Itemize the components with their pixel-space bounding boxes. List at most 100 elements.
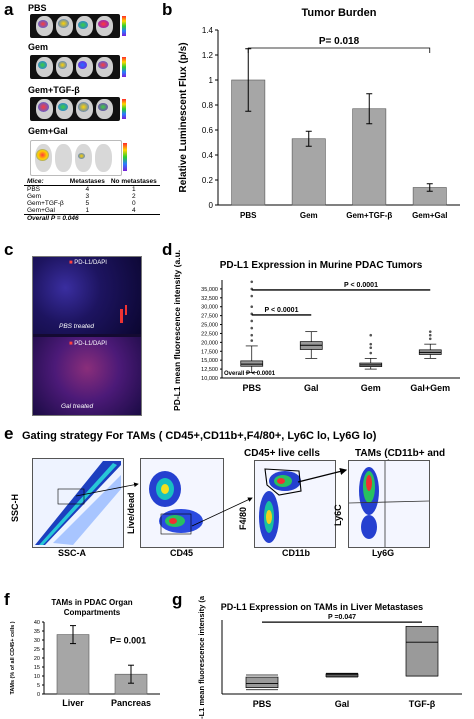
table-header-mice: Mice: — [27, 178, 44, 185]
panel-label-g: g — [172, 590, 183, 609]
group-label-gem-gal: Gem+Gal — [28, 126, 68, 136]
chart-title: PD-L1 Expression in Murine PDAC Tumors — [220, 260, 423, 271]
x-tick-label: Gem+TGF-β — [346, 211, 392, 220]
axis-x-cd11b: CD11b — [282, 548, 311, 558]
legend-pdl1-dapi-bottom: ■ PD-L1/DAPI — [69, 341, 107, 347]
y-tick-label: 10,000 — [201, 376, 218, 382]
outlier-point — [250, 305, 254, 309]
p-value: P= 0.018 — [319, 36, 360, 47]
y-tick-label: 25 — [34, 647, 40, 653]
flow-plot-ly6g-density — [348, 461, 430, 547]
x-tick-label: TGF-β — [409, 699, 436, 709]
table-cell: 0 — [131, 200, 136, 207]
label-pbs-treated: PBS treated — [59, 323, 95, 330]
x-tick-label: Gal — [335, 699, 350, 709]
table-cell: 1 — [85, 207, 90, 214]
flow-plot-ssc — [32, 458, 124, 548]
y-tick-label: 17,500 — [201, 349, 218, 355]
table-header-no-metastases: No metastases — [110, 178, 157, 185]
outlier-point — [369, 333, 373, 337]
chart-title: PD-L1 Expression on TAMs in Liver Metast… — [221, 602, 423, 612]
group-label-gem-tgf: Gem+TGF-β — [28, 85, 80, 95]
flow-plot-ssc-density — [35, 461, 121, 545]
flow-plot-cd11b — [254, 460, 336, 548]
panel-e-gating: Gating strategy For TAMs ( CD45+,CD11b+,… — [0, 426, 474, 586]
outlier-point — [428, 330, 432, 333]
p-value: P =0.047 — [328, 614, 356, 621]
y-tick-label: 15 — [34, 665, 40, 671]
group-label-pbs: PBS — [28, 3, 47, 13]
chart-title-line1: TAMs in PDAC Organ — [51, 598, 132, 607]
table-cell: 5 — [85, 200, 90, 207]
panel-label-f: f — [4, 590, 10, 609]
table-row: Gem 3 2 — [24, 193, 160, 200]
y-tick-label: 1 — [209, 76, 214, 85]
x-tick-label: PBS — [253, 699, 272, 709]
panel-a: PBS Gem Gem+TGF-β Gem+Gal Mice: — [0, 0, 160, 235]
chart-pdl1-tams: PD-L1 Expression on TAMs in Liver Metast… — [197, 596, 462, 719]
flow-plot-cd11b-density — [259, 468, 302, 543]
chart-tumor-burden: Tumor Burden 0 0.2 0.4 0.6 0.8 1 1.2 1.4 Relative… — [178, 7, 460, 220]
outlier-point — [428, 333, 432, 337]
outlier-point — [428, 337, 432, 341]
y-tick-label: 27,500 — [201, 314, 218, 320]
if-images: ■ PD-L1/DAPI ■ PD-L1/DAPI PBS treated Ga… — [32, 256, 142, 416]
outlier-point — [250, 333, 254, 337]
metastases-table: Mice: Metastases No metastases PBS 4 1 Gem… — [24, 178, 160, 222]
y-tick-label: 10 — [34, 674, 40, 680]
table-footer-p: Overall P = 0.046 — [27, 215, 79, 222]
chart-pdl1-pdac: PD-L1 Expression in Murine PDAC Tumors 10… — [172, 250, 460, 411]
x-tick-label: Gem — [361, 383, 381, 393]
panel-label-e: e — [4, 424, 14, 443]
x-tick-label: PBS — [242, 383, 261, 393]
y-tick-label: 35 — [34, 629, 40, 635]
axis-y-label: PD-L1 mean fluorescence intensity (a.u.) — [172, 250, 182, 411]
y-tick-label: 20,000 — [201, 340, 218, 346]
outlier-point — [369, 342, 373, 346]
y-tick-label: 0.2 — [202, 176, 214, 185]
panel-label-c: c — [4, 240, 14, 259]
x-tick-label: Gal — [304, 383, 319, 393]
y-tick-label: 22,500 — [201, 331, 218, 337]
y-tick-label: 32,500 — [201, 296, 218, 302]
y-tick-label: 25,000 — [201, 323, 218, 329]
table-cell: 4 — [85, 186, 90, 193]
bar — [291, 138, 326, 206]
legend-text: PD-L1/DAPI — [74, 341, 107, 347]
gating-title: Gating strategy For TAMs ( CD45+,CD11b+,… — [22, 430, 377, 442]
panel-label-d: d — [162, 240, 173, 259]
y-tick-label: 20 — [34, 656, 40, 662]
y-tick-label: 12,500 — [201, 367, 218, 373]
bar — [56, 634, 90, 695]
axis-y-label: Relative Luminescent Flux (p/s) — [178, 42, 189, 192]
table-cell: 3 — [85, 193, 90, 200]
table-cell: PBS — [27, 186, 41, 193]
table-row: Gem+TGF-β 5 0 — [24, 200, 160, 207]
gating-arrows — [75, 467, 348, 527]
bli-image-gem-gal — [30, 140, 127, 176]
axis-y-label: TAMs (% of all CD45+ cells ) — [10, 621, 16, 694]
y-tick-label: 40 — [34, 620, 40, 626]
axis-x-ssc-a: SSC-A — [58, 548, 87, 558]
outlier-point — [250, 326, 254, 330]
y-tick-label: 1.2 — [202, 51, 214, 60]
table-cell: Gem+TGF-β — [27, 200, 64, 207]
bli-image-gem-tgf — [30, 97, 126, 121]
legend-pdl1-dapi-top: ■ PD-L1/DAPI — [69, 260, 107, 266]
table-cell: 2 — [131, 193, 136, 200]
flow-plot-ly6g — [348, 460, 430, 548]
y-tick-label: 1.4 — [202, 26, 214, 35]
chart-title-line2: Compartments — [64, 608, 121, 617]
group-label-gem: Gem — [28, 42, 49, 52]
table-cell: Gem+Gal — [27, 207, 55, 214]
table-cell: Gem — [27, 193, 42, 200]
chart-title: Tumor Burden — [302, 7, 377, 19]
x-tick-label: Gem+Gal — [412, 211, 447, 220]
axis-y-label: PD-L1 mean fluorescence intensity (a.u.) — [197, 596, 206, 719]
axis-x-cd45: CD45 — [170, 548, 194, 558]
gating-subtitle-live: CD45+ live cells — [244, 448, 320, 459]
outlier-point — [250, 280, 254, 284]
flow-plot-cd45 — [140, 458, 224, 548]
legend-text: PD-L1/DAPI — [74, 260, 107, 266]
